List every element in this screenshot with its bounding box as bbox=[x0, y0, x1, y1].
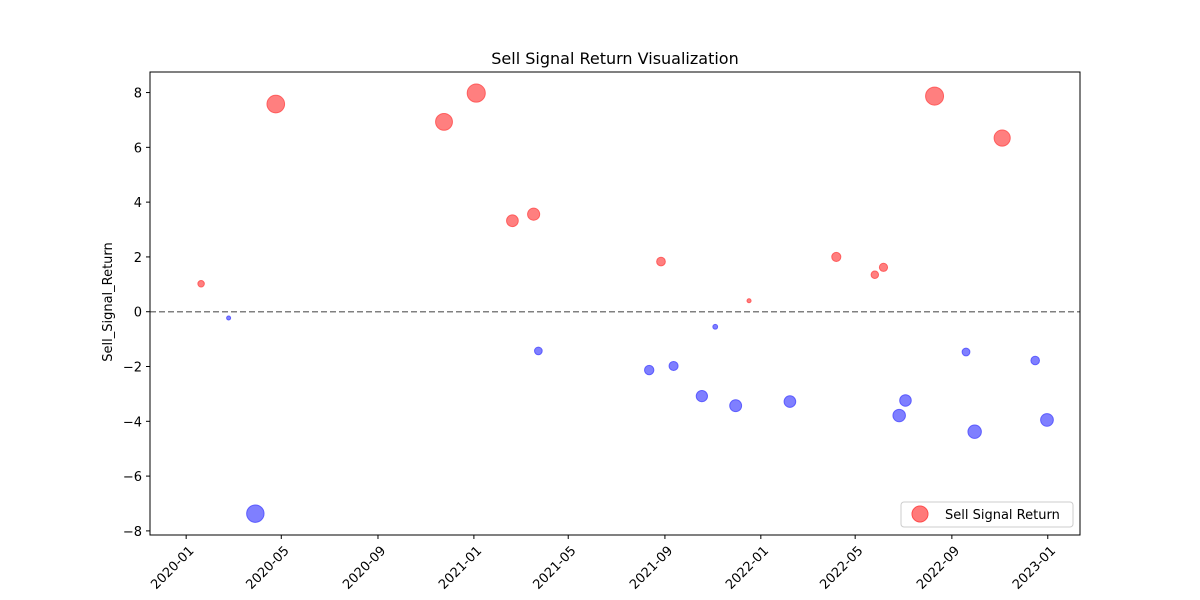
data-point bbox=[435, 112, 453, 131]
y-tick-label: 2 bbox=[134, 251, 142, 266]
legend-label: Sell Signal Return bbox=[945, 508, 1060, 523]
x-tick-label: 2023-01 bbox=[1010, 544, 1059, 593]
data-point bbox=[527, 207, 541, 221]
data-point bbox=[197, 280, 205, 288]
y-tick-label: 8 bbox=[134, 87, 142, 102]
data-point bbox=[644, 364, 655, 376]
x-tick-label: 2021-01 bbox=[436, 544, 485, 593]
data-point bbox=[534, 346, 543, 356]
data-point bbox=[729, 399, 743, 413]
y-tick-label: 0 bbox=[134, 306, 142, 321]
y-tick-label: −2 bbox=[123, 361, 142, 376]
x-tick-label: 2022-05 bbox=[817, 544, 866, 593]
data-point bbox=[1040, 413, 1054, 427]
data-point bbox=[466, 83, 486, 103]
y-tick-label: −6 bbox=[123, 470, 142, 485]
data-point bbox=[746, 298, 752, 304]
data-point bbox=[878, 262, 889, 272]
y-tick-label: −4 bbox=[123, 415, 142, 430]
y-tick-label: 6 bbox=[134, 141, 142, 156]
x-tick-label: 2021-09 bbox=[627, 544, 676, 593]
data-point bbox=[226, 315, 232, 321]
data-point bbox=[506, 214, 519, 228]
chart-title: Sell Signal Return Visualization bbox=[491, 49, 738, 68]
data-point bbox=[246, 504, 265, 523]
y-tick-label: −8 bbox=[123, 525, 142, 540]
data-point bbox=[831, 251, 842, 262]
data-point bbox=[695, 389, 708, 403]
y-axis-label: Sell_Signal_Return bbox=[101, 242, 116, 362]
legend: Sell Signal Return bbox=[900, 501, 1074, 528]
data-point bbox=[899, 394, 912, 407]
x-tick-label: 2020-01 bbox=[148, 544, 197, 593]
data-point bbox=[967, 424, 982, 439]
x-tick-label: 2020-05 bbox=[244, 544, 293, 593]
data-point bbox=[993, 129, 1011, 147]
y-tick-label: 4 bbox=[134, 196, 142, 211]
x-tick-label: 2021-05 bbox=[530, 544, 579, 593]
data-point bbox=[892, 408, 906, 423]
x-tick-label: 2022-09 bbox=[914, 544, 963, 593]
data-point bbox=[961, 347, 971, 357]
data-point bbox=[925, 86, 945, 106]
data-point bbox=[870, 270, 880, 279]
data-point bbox=[1030, 355, 1040, 366]
data-point bbox=[783, 395, 797, 408]
data-point bbox=[266, 94, 286, 114]
data-point bbox=[712, 323, 719, 330]
plot-frame bbox=[149, 71, 1081, 536]
legend-marker bbox=[911, 505, 929, 523]
data-point bbox=[656, 256, 666, 267]
x-tick-label: 2022-01 bbox=[723, 544, 772, 593]
x-tick-label: 2020-09 bbox=[340, 544, 389, 593]
legend-box bbox=[900, 501, 1074, 528]
data-point bbox=[668, 360, 679, 371]
